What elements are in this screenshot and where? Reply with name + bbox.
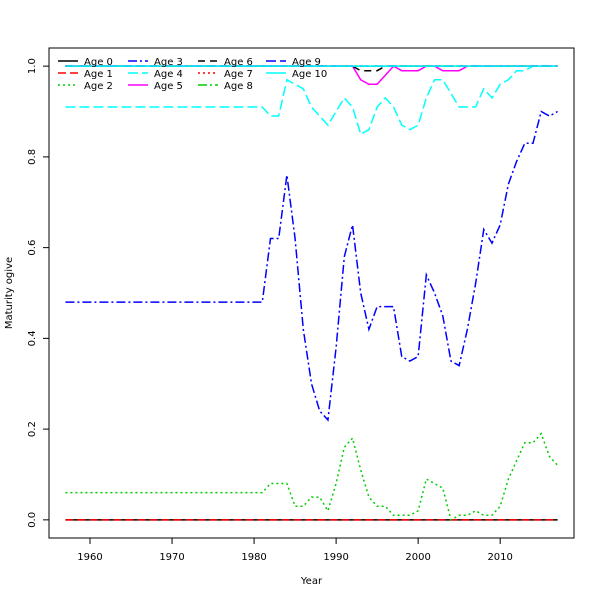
x-tick-label: 1980 [241,552,266,563]
legend-label-age-5: Age 5 [154,81,183,92]
plot-area-frame [48,47,575,539]
legend-label-age-4: Age 4 [154,69,183,80]
legend-label-age-3: Age 3 [154,57,183,68]
series-line-age-4 [65,65,558,136]
series-line-age-3 [65,110,558,422]
legend-label-age-0: Age 0 [84,57,113,68]
x-tick-label: 1990 [323,552,348,563]
x-tick-label: 2010 [487,552,512,563]
y-tick-label: 0.4 [27,330,38,346]
y-tick-label: 1.0 [27,58,38,74]
series-layer [65,65,559,521]
legend-label-age-6: Age 6 [224,57,253,68]
x-tick-label: 1970 [159,552,184,563]
legend-label-age-9: Age 9 [292,57,321,68]
axes-layer: 1960 1970 1980 1990 2000 2010 0.0 0.2 0.4 0.6 0.8 1… [27,58,513,563]
legend-label-age-2: Age 2 [84,81,113,92]
series-line-age-2 [65,432,559,521]
y-tick-label: 0.0 [27,512,38,528]
legend-label-age-1: Age 1 [84,69,113,80]
y-tick-label: 0.8 [27,149,38,165]
legend-label-age-8: Age 8 [224,81,253,92]
legend-label-age-7: Age 7 [224,69,253,80]
x-tick-label: 2000 [405,552,430,563]
x-axis-title: Year [300,576,323,587]
y-tick-label: 0.2 [27,421,38,437]
y-tick-label: 0.6 [27,240,38,256]
x-tick-label: 1960 [77,552,102,563]
legend-label-age-10: Age 10 [292,69,327,80]
y-axis-title: Maturity ogive [4,257,15,329]
